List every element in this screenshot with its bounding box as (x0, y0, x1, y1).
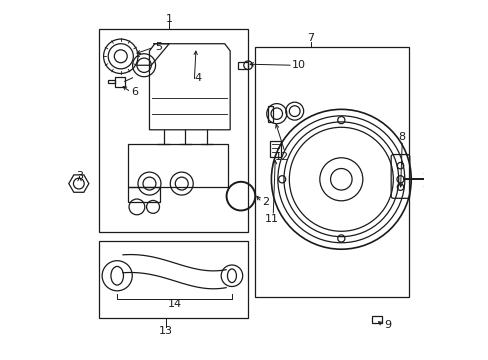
Text: 12: 12 (275, 152, 288, 162)
Text: 1: 1 (165, 14, 172, 24)
Text: 8: 8 (398, 132, 405, 142)
Text: 5: 5 (155, 42, 162, 52)
Text: 13: 13 (158, 325, 172, 336)
Text: 11: 11 (264, 215, 278, 224)
Text: 14: 14 (167, 300, 181, 310)
Text: 10: 10 (291, 60, 305, 70)
Text: 2: 2 (261, 197, 268, 207)
Text: 4: 4 (194, 73, 201, 83)
Text: 7: 7 (306, 33, 314, 43)
Text: 6: 6 (131, 87, 138, 97)
Text: 9: 9 (384, 320, 391, 330)
Text: 3: 3 (76, 171, 83, 181)
